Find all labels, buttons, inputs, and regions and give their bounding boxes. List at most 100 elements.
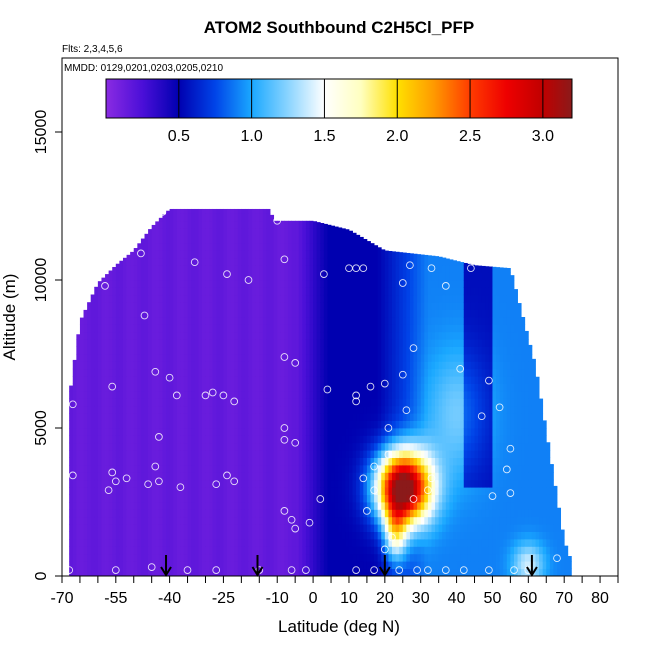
heatmap-cell (166, 383, 171, 392)
heatmap-cell (284, 272, 289, 281)
heatmap-cell (198, 553, 203, 562)
heatmap-cell (320, 568, 325, 577)
heatmap-cell (176, 208, 181, 214)
heatmap-cell (230, 361, 235, 370)
heatmap-cell (169, 561, 174, 569)
heatmap-cell (445, 405, 450, 414)
heatmap-cell (234, 324, 239, 333)
heatmap-cell (420, 254, 425, 259)
heatmap-cell (327, 531, 332, 540)
heatmap-cell (198, 257, 203, 266)
heatmap-cell (273, 287, 278, 296)
heatmap-cell (148, 420, 153, 429)
heatmap-cell (183, 250, 188, 259)
heatmap-cell (234, 317, 239, 325)
heatmap-cell (162, 346, 167, 355)
heatmap-cell (205, 524, 210, 532)
heatmap-cell (277, 220, 282, 229)
heatmap-cell (173, 457, 178, 466)
heatmap-cell (388, 465, 393, 473)
heatmap-cell (377, 376, 382, 384)
heatmap-cell (119, 494, 124, 503)
heatmap-cell (363, 287, 368, 296)
heatmap-cell (130, 391, 135, 399)
heatmap-cell (255, 272, 260, 281)
heatmap-cell (442, 457, 447, 466)
heatmap-cell (302, 405, 307, 414)
heatmap-cell (305, 324, 310, 333)
heatmap-cell (352, 494, 357, 503)
heatmap-cell (234, 479, 239, 488)
heatmap-cell (424, 524, 429, 532)
heatmap-cell (162, 250, 167, 259)
heatmap-cell (309, 339, 314, 347)
heatmap-cell (191, 294, 196, 303)
heatmap-cell (112, 324, 117, 333)
heatmap-cell (227, 368, 231, 377)
heatmap-cell (122, 479, 127, 488)
heatmap-cell (427, 516, 432, 525)
heatmap-cell (133, 428, 138, 436)
heatmap-cell (194, 539, 199, 547)
heatmap-cell (438, 568, 443, 577)
heatmap-cell (345, 309, 350, 318)
heatmap-cell (97, 339, 102, 347)
heatmap-cell (112, 494, 117, 503)
heatmap-cell (133, 331, 138, 340)
heatmap-cell (148, 339, 153, 347)
heatmap-cell (187, 442, 192, 451)
heatmap-cell (248, 494, 253, 503)
heatmap-cell (295, 457, 300, 466)
heatmap-cell (241, 546, 246, 555)
heatmap-cell (130, 450, 135, 458)
heatmap-cell (183, 405, 188, 414)
heatmap-cell (331, 376, 336, 384)
heatmap-cell (219, 502, 224, 510)
heatmap-cell (381, 317, 386, 325)
heatmap-cell (180, 465, 185, 473)
heatmap-cell (255, 524, 260, 532)
heatmap-cell (280, 235, 285, 244)
heatmap-cell (331, 250, 336, 259)
heatmap-cell (399, 309, 404, 318)
heatmap-cell (97, 465, 102, 473)
heatmap-cell (112, 383, 117, 392)
heatmap-cell (287, 243, 292, 251)
heatmap-cell (191, 531, 196, 540)
heatmap-cell (331, 405, 336, 414)
heatmap-cell (295, 435, 300, 444)
heatmap-cell (126, 487, 131, 495)
heatmap-cell (237, 287, 242, 296)
heatmap-cell (216, 413, 221, 421)
heatmap-cell (133, 524, 138, 532)
heatmap-cell (259, 465, 264, 473)
heatmap-cell (148, 472, 153, 481)
heatmap-cell (435, 346, 440, 355)
heatmap-cell (133, 531, 138, 540)
heatmap-cell (388, 435, 393, 444)
heatmap-cell (359, 472, 364, 481)
heatmap-cell (187, 531, 192, 540)
heatmap-cell (384, 361, 389, 370)
heatmap-cell (370, 361, 375, 370)
heatmap-cell (119, 339, 124, 347)
heatmap-cell (338, 294, 343, 303)
heatmap-cell (449, 354, 454, 362)
heatmap-cell (352, 398, 357, 407)
heatmap-cell (133, 516, 138, 525)
heatmap-cell (151, 398, 156, 407)
heatmap-cell (427, 487, 432, 495)
heatmap-cell (442, 331, 447, 340)
heatmap-cell (388, 494, 393, 503)
heatmap-cell (348, 339, 353, 347)
heatmap-cell (305, 287, 310, 296)
heatmap-cell (456, 413, 461, 421)
heatmap-cell (198, 420, 203, 429)
heatmap-cell (313, 368, 318, 377)
heatmap-cell (79, 383, 84, 392)
heatmap-cell (366, 398, 371, 407)
heatmap-cell (266, 487, 271, 495)
heatmap-cell (219, 220, 224, 229)
heatmap-cell (198, 539, 203, 547)
heatmap-cell (255, 405, 260, 414)
